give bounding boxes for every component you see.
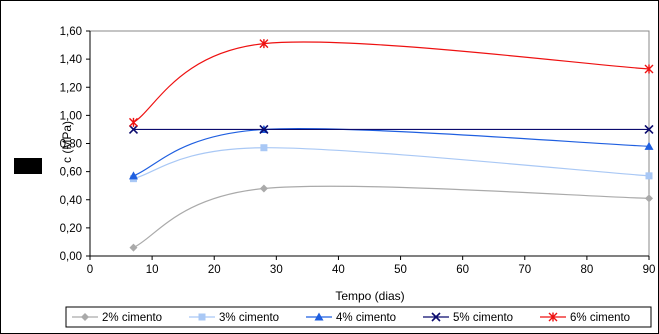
data-point — [128, 124, 139, 135]
x-tick-label: 70 — [518, 264, 531, 276]
legend-item: 6% cimento — [540, 312, 630, 324]
legend-label: 5% cimento — [453, 312, 513, 324]
y-tick-label: 0,20 — [60, 223, 82, 235]
legend-marker — [198, 313, 206, 321]
y-tick-label: 0,80 — [60, 139, 82, 151]
data-point — [259, 184, 268, 193]
series-line-2-cimento — [133, 185, 650, 249]
data-point — [645, 194, 653, 203]
data-point — [259, 124, 269, 135]
legend-marker — [548, 312, 558, 322]
y-tick-label: 1,60 — [60, 26, 82, 38]
x-tick-label: 0 — [87, 264, 93, 276]
legend-marker — [81, 313, 89, 321]
series-line-4-cimento — [133, 128, 650, 177]
legend-marker — [431, 312, 441, 322]
x-tick-label: 60 — [456, 264, 469, 276]
legend-item: 3% cimento — [189, 312, 279, 324]
legend-item: 5% cimento — [423, 312, 513, 324]
x-tick-label: 90 — [643, 264, 656, 276]
axes: 0,00 0,20 0,40 0,60 0,80 1,00 1,20 1,40 1,60 0 10 2… — [60, 26, 656, 276]
y-tick-label: 0,00 — [60, 251, 82, 263]
x-tick-label: 10 — [146, 264, 159, 276]
x-axis-title: Tempo (dias) — [335, 289, 404, 303]
data-point — [128, 171, 138, 180]
data-point — [644, 64, 654, 74]
y-axis-label-redaction — [14, 158, 42, 174]
data-point — [260, 144, 268, 152]
y-tick-label: 1,00 — [60, 110, 82, 122]
y-tick-label: 1,40 — [60, 54, 82, 66]
series-line-3-cimento — [133, 147, 650, 180]
x-tick-label: 80 — [580, 264, 593, 276]
legend-marker — [314, 312, 324, 321]
data-point — [128, 117, 138, 127]
series-line-6-cimento — [133, 41, 650, 123]
legend: 2% cimento 3% cimento 4% cimento 5% cimento… — [72, 312, 630, 324]
legend-item: 2% cimento — [72, 312, 162, 324]
data-point — [644, 141, 654, 150]
x-tick-label: 50 — [394, 264, 407, 276]
y-tick-label: 0,40 — [60, 195, 82, 207]
data-point — [259, 39, 269, 49]
data-point — [644, 124, 654, 135]
legend-label: 4% cimento — [336, 312, 396, 324]
y-axis-title: c (MPa) — [60, 121, 74, 163]
plot-area — [89, 30, 650, 257]
x-tick-label: 40 — [332, 264, 345, 276]
x-tick-label: 30 — [270, 264, 283, 276]
data-point — [645, 172, 653, 180]
legend-label: 3% cimento — [219, 312, 279, 324]
series-layer — [128, 39, 654, 252]
x-tick-label: 20 — [208, 264, 221, 276]
y-tick-label: 1,20 — [60, 82, 82, 94]
legend-label: 2% cimento — [102, 312, 162, 324]
legend-label: 6% cimento — [570, 312, 630, 324]
legend-box — [65, 306, 652, 328]
legend-item: 4% cimento — [306, 312, 396, 324]
y-tick-label: 0,60 — [60, 167, 82, 179]
data-point — [129, 243, 138, 252]
